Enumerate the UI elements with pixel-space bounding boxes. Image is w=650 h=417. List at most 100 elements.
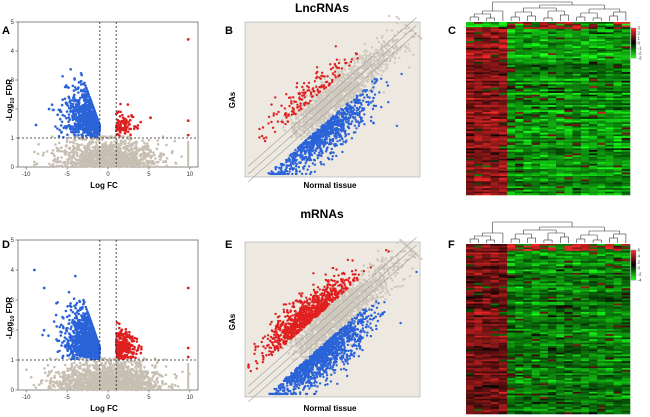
heatmap-cell [490, 27, 500, 30]
point-ns [329, 104, 332, 108]
point-ns [108, 165, 111, 168]
point-ns [417, 35, 420, 38]
point-down [305, 141, 308, 144]
point-ns [87, 148, 90, 151]
point-ns [382, 91, 386, 94]
point-down [67, 106, 71, 110]
point-ns [94, 159, 98, 162]
point-up [320, 84, 323, 87]
point-up [116, 111, 119, 114]
point-down [365, 100, 368, 104]
point-ns [313, 99, 316, 102]
point-ns [308, 123, 311, 126]
point-down [60, 103, 64, 107]
point-down [85, 94, 89, 97]
point-down [311, 149, 314, 153]
point-up [312, 89, 315, 93]
point-ns [100, 135, 104, 138]
point-down [307, 152, 311, 156]
point-ns [174, 161, 177, 165]
heatmap-cell [474, 54, 483, 57]
point-up [321, 71, 324, 75]
heatmap-cell [474, 188, 483, 191]
point-ns [107, 158, 111, 162]
point-ns [381, 70, 385, 74]
point-ns [76, 151, 79, 155]
point-up [317, 91, 320, 94]
point-down [371, 80, 374, 83]
heatmap-cell [482, 143, 491, 146]
point-down [83, 97, 86, 101]
heatmap-cell [490, 72, 500, 75]
heatmap-cell [466, 118, 475, 121]
point-ns [343, 77, 347, 80]
heatmap-cell [490, 34, 500, 37]
point-ns [342, 102, 346, 106]
point-ns [165, 157, 169, 160]
heatmap-cell [466, 163, 475, 166]
point-ns [332, 85, 335, 88]
point-ns [57, 149, 61, 153]
point-ns [352, 66, 355, 69]
point-up [340, 67, 343, 70]
point-down [385, 81, 388, 84]
heatmap-cell [466, 70, 475, 73]
point-ns [379, 51, 382, 54]
heatmap-cell [474, 37, 483, 40]
point-up [315, 66, 319, 69]
heatmap-cell [474, 174, 483, 177]
point-ns [150, 160, 154, 163]
point-down [344, 132, 347, 135]
point-ns [60, 156, 63, 159]
point-ns [124, 139, 127, 142]
heatmap-cell [482, 125, 491, 128]
point-up [126, 103, 130, 106]
x-axis-label: Normal tissue [304, 181, 357, 190]
point-down [328, 138, 332, 141]
point-up [267, 122, 270, 125]
point-ns [404, 50, 407, 53]
point-down [333, 135, 336, 138]
point-up [127, 115, 130, 118]
point-ns [302, 119, 305, 123]
point-down [320, 125, 323, 128]
point-down [76, 99, 79, 103]
point-ns [347, 99, 350, 102]
heatmap-cell [482, 54, 491, 57]
heatmap-cell [482, 103, 491, 106]
heatmap-cell [474, 151, 483, 154]
point-down [283, 172, 287, 176]
heatmap-cell [490, 35, 500, 38]
heatmap-cell [474, 163, 483, 166]
heatmap-cell [474, 139, 483, 142]
point-down [350, 100, 353, 104]
heatmap-cell [490, 32, 500, 35]
point-ns [291, 127, 294, 131]
point-outlier [149, 116, 152, 120]
point-down [85, 119, 89, 122]
heatmap-cell [490, 58, 500, 61]
heatmap-cell [474, 115, 483, 118]
point-down [82, 93, 85, 96]
point-ns [122, 135, 125, 138]
heatmap-cell [466, 58, 475, 61]
heatmap-cell [482, 61, 491, 64]
point-ns [103, 157, 106, 161]
heatmap-cell [466, 73, 475, 76]
heatmap-cell [474, 73, 483, 76]
point-down [75, 107, 79, 110]
point-down [67, 116, 71, 119]
point-down [84, 86, 88, 90]
point-down [362, 107, 366, 110]
heatmap-cell [482, 172, 491, 175]
point-up [126, 125, 129, 128]
point-ns [145, 148, 149, 151]
point-down [308, 159, 311, 162]
point-up [132, 127, 136, 131]
heatmap-cell [474, 60, 483, 63]
heatmap-cell [466, 125, 475, 128]
heatmap-cell [482, 72, 491, 75]
heatmap-cell [474, 34, 483, 37]
heatmap-cell [482, 96, 491, 99]
point-down [340, 113, 344, 117]
